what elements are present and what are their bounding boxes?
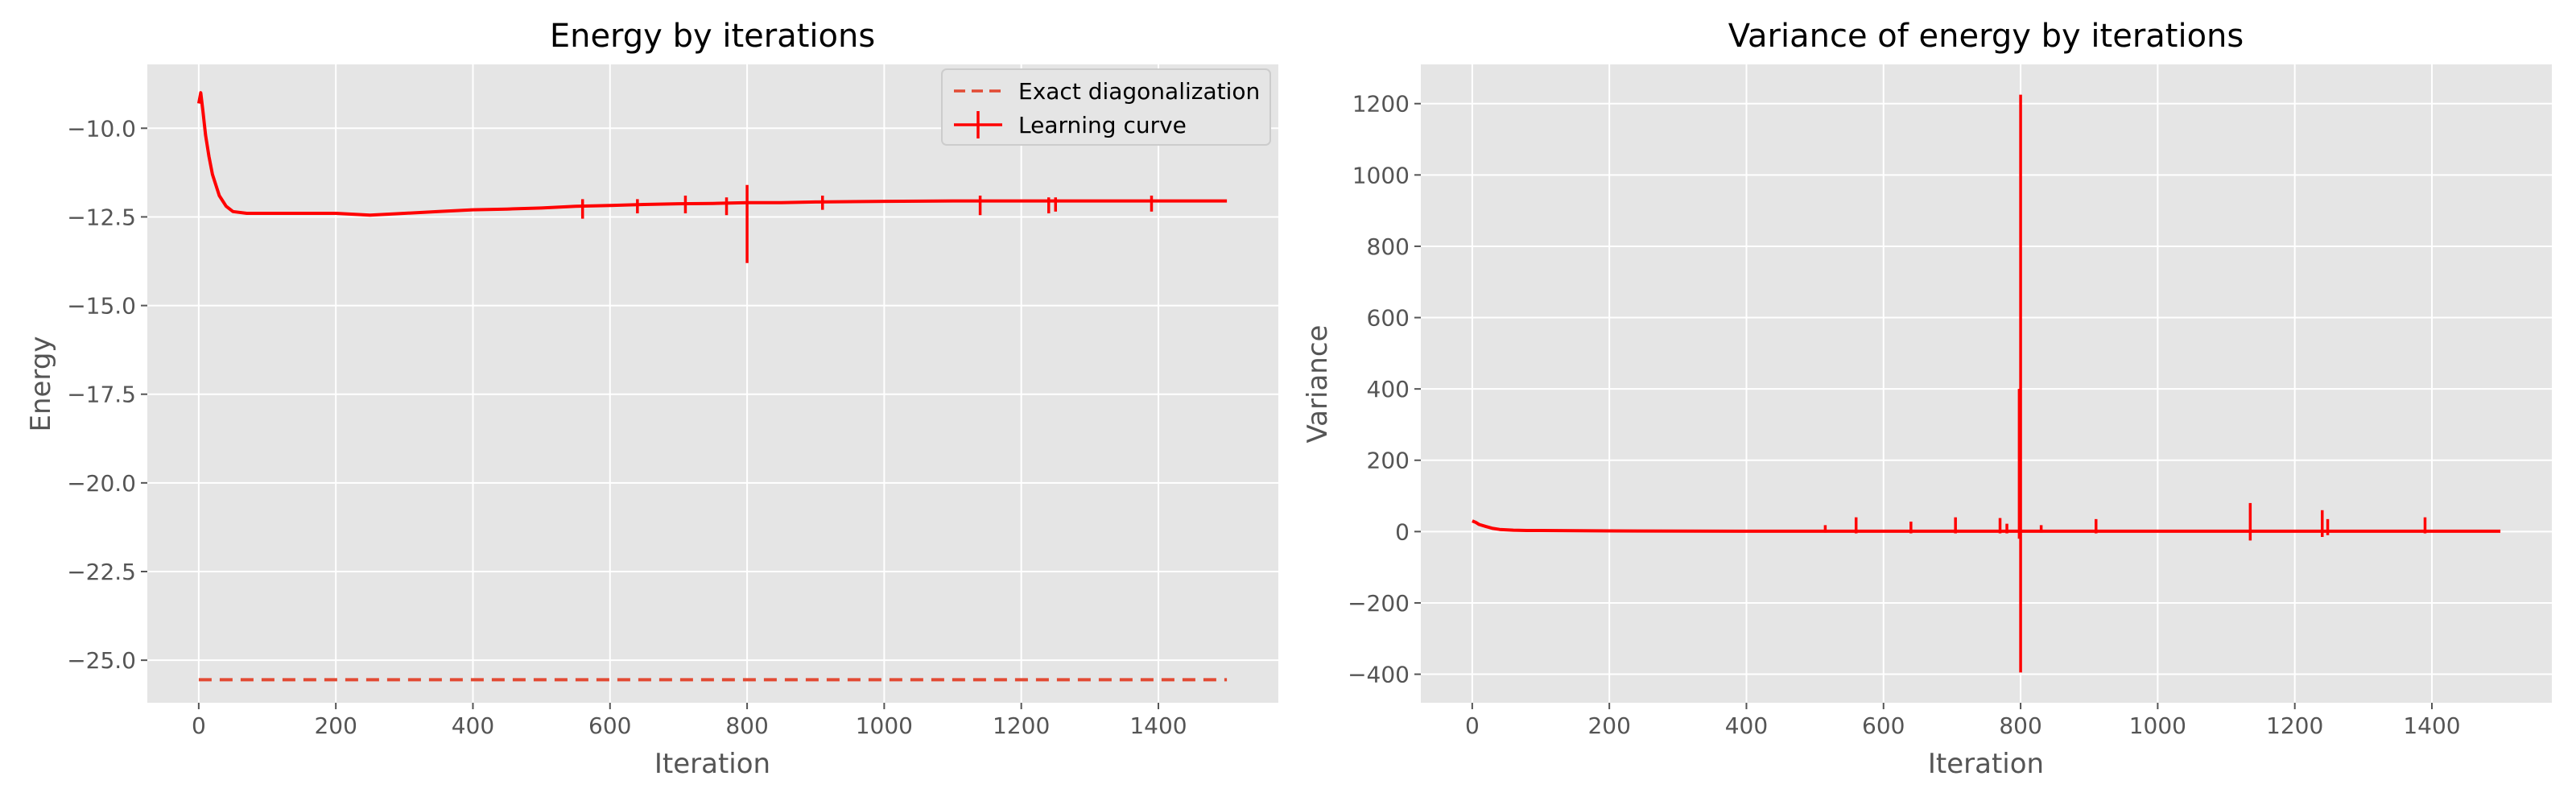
variance-chart: Variance of energy by iterations Iterati…	[1302, 18, 2552, 780]
y-tick-label: −400	[1348, 662, 1410, 688]
y-tick-label: −25.0	[67, 647, 136, 674]
energy-legend: Exact diagonalization Learning curve	[941, 68, 1271, 146]
x-tick-label: 400	[452, 712, 494, 739]
x-tick-label: 1000	[856, 712, 913, 739]
y-tick-label: 600	[1367, 305, 1410, 332]
x-tick-label: 1400	[2403, 712, 2460, 739]
y-tick-label: −22.5	[67, 559, 136, 585]
y-tick-label: 1000	[1352, 162, 1410, 188]
energy-chart: Energy by iterations Iteration Energy 0 2…	[25, 18, 1278, 780]
variance-marks	[1472, 94, 2501, 673]
variance-y-axis-label: Variance	[1302, 325, 1334, 444]
x-tick-label: 400	[1725, 712, 1768, 739]
x-tick-label: 600	[588, 712, 631, 739]
x-tick-label: 200	[1587, 712, 1630, 739]
legend-box	[941, 68, 1271, 146]
energy-grid	[147, 64, 1278, 703]
variance-ticks: 0 200 400 600 800 1000 1200 1400 −400 −200 0 200 400…	[1348, 91, 2461, 739]
y-tick-label: −17.5	[67, 382, 136, 408]
energy-plot-area	[147, 64, 1278, 703]
y-tick-label: −15.0	[67, 293, 136, 320]
x-tick-label: 600	[1862, 712, 1905, 739]
y-tick-label: 200	[1367, 448, 1410, 474]
y-tick-label: 1200	[1352, 91, 1410, 118]
x-tick-label: 0	[192, 712, 206, 739]
y-tick-label: −200	[1348, 590, 1410, 617]
energy-x-axis-label: Iteration	[654, 748, 770, 780]
y-tick-label: 800	[1367, 233, 1410, 260]
x-tick-label: 1400	[1129, 712, 1187, 739]
energy-ticks: 0 200 400 600 800 1000 1200 1400 −10.0 −12.5 −15.0…	[67, 115, 1187, 739]
y-tick-label: 400	[1367, 376, 1410, 402]
legend-exact-label: Exact diagonalization	[1018, 78, 1260, 105]
x-tick-label: 0	[1465, 712, 1480, 739]
variance-line	[1472, 519, 2501, 533]
y-tick-label: 0	[1395, 518, 1410, 545]
energy-y-axis-label: Energy	[25, 336, 57, 431]
y-tick-label: −20.0	[67, 470, 136, 497]
energy-marks	[196, 91, 1228, 682]
x-tick-label: 1000	[2129, 712, 2186, 739]
variance-chart-title: Variance of energy by iterations	[1728, 18, 2244, 55]
x-tick-label: 200	[314, 712, 357, 739]
variance-x-axis-label: Iteration	[1928, 748, 2044, 780]
legend-learning-label: Learning curve	[1018, 112, 1187, 138]
y-tick-label: −10.0	[67, 115, 136, 142]
x-tick-label: 800	[725, 712, 768, 739]
energy-chart-title: Energy by iterations	[550, 18, 875, 55]
y-tick-label: −12.5	[67, 204, 136, 230]
x-tick-label: 800	[1999, 712, 2041, 739]
x-tick-label: 1200	[993, 712, 1050, 739]
x-tick-label: 1200	[2266, 712, 2323, 739]
learning-curve-line	[196, 91, 1228, 217]
variance-plot-area	[1421, 64, 2552, 703]
